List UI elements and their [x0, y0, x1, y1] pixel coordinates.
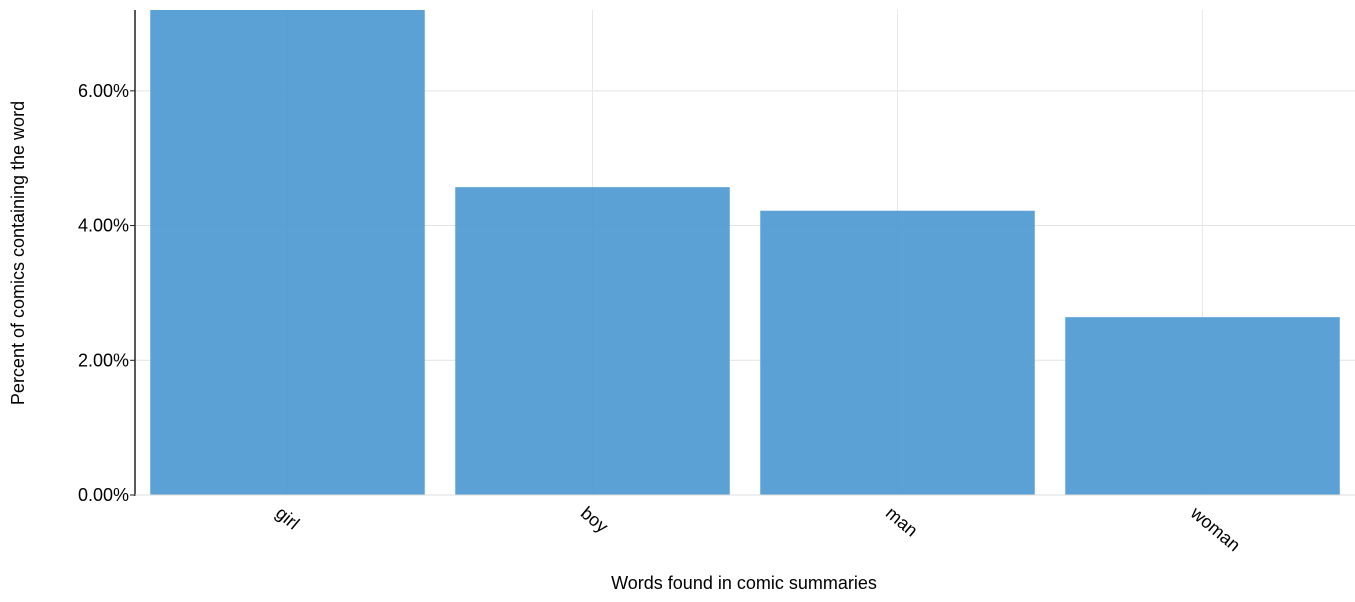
x-tick-label: girl: [272, 503, 303, 534]
bar-boy: [455, 187, 730, 495]
x-tick-label: woman: [1186, 502, 1244, 555]
y-tick-label: 2.00%: [78, 350, 129, 370]
y-tick-labels: 0.00% 2.00% 4.00% 6.00%: [78, 81, 135, 505]
y-tick-label: 0.00%: [78, 485, 129, 505]
y-tick-label: 4.00%: [78, 216, 129, 236]
x-tick-label: boy: [577, 503, 612, 537]
y-axis-title: Percent of comics containing the word: [8, 101, 28, 405]
x-tick-labels: girl boy man woman: [272, 502, 1244, 555]
bar-girl: [150, 10, 425, 495]
x-tick-label: man: [882, 503, 922, 541]
bar-man: [760, 210, 1035, 495]
bar-woman: [1065, 317, 1340, 495]
y-tick-label: 6.00%: [78, 81, 129, 101]
x-axis-title: Words found in comic summaries: [611, 573, 877, 593]
bars: [150, 10, 1340, 495]
